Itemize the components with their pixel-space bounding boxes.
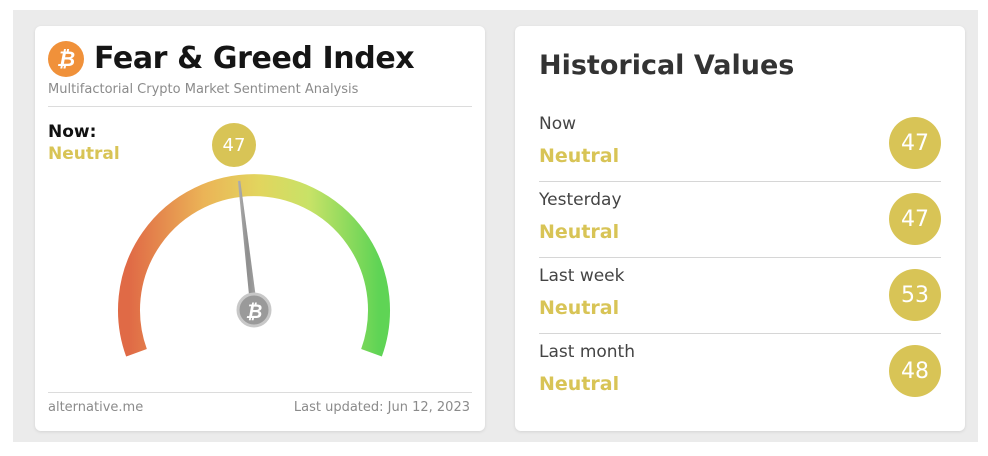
sentiment-gauge: ₿ bbox=[118, 174, 390, 357]
gauge-hub bbox=[236, 292, 272, 328]
history-label: Last week bbox=[539, 266, 625, 286]
history-label: Now bbox=[539, 114, 577, 134]
history-status: Neutral bbox=[539, 145, 620, 167]
last-updated: Last updated: Jun 12, 2023 bbox=[293, 400, 470, 415]
current-value-badge: 47 bbox=[212, 123, 256, 167]
card-subtitle: Multifactorial Crypto Market Sentiment A… bbox=[48, 82, 359, 97]
history-row-last-month: Last month Neutral 48 bbox=[539, 334, 941, 410]
history-value-badge: 47 bbox=[889, 193, 941, 245]
history-row-yesterday: Yesterday Neutral 47 bbox=[539, 182, 941, 258]
gauge-needle bbox=[237, 180, 258, 311]
history-value-badge: 48 bbox=[889, 345, 941, 397]
divider bbox=[48, 392, 472, 393]
fear-greed-card: ₿ Fear & Greed Index Multifactorial Cryp… bbox=[35, 26, 485, 431]
history-status: Neutral bbox=[539, 221, 620, 243]
now-status: Neutral bbox=[48, 144, 120, 164]
history-label: Yesterday bbox=[539, 190, 622, 210]
historical-title: Historical Values bbox=[539, 50, 795, 81]
now-label: Now: bbox=[48, 122, 97, 142]
bitcoin-icon: ₿ bbox=[246, 301, 263, 323]
bitcoin-icon: ₿ bbox=[48, 41, 84, 77]
history-value-badge: 47 bbox=[889, 117, 941, 169]
source-link[interactable]: alternative.me bbox=[48, 400, 144, 415]
card-title: Fear & Greed Index bbox=[94, 41, 415, 76]
divider bbox=[48, 106, 472, 107]
history-value-badge: 53 bbox=[889, 269, 941, 321]
gauge-arc bbox=[118, 174, 390, 357]
history-label: Last month bbox=[539, 342, 635, 362]
history-status: Neutral bbox=[539, 297, 620, 319]
history-status: Neutral bbox=[539, 373, 620, 395]
history-row-last-week: Last week Neutral 53 bbox=[539, 258, 941, 334]
history-row-now: Now Neutral 47 bbox=[539, 106, 941, 182]
historical-values-card: Historical Values Now Neutral 47 Yesterd… bbox=[515, 26, 965, 431]
